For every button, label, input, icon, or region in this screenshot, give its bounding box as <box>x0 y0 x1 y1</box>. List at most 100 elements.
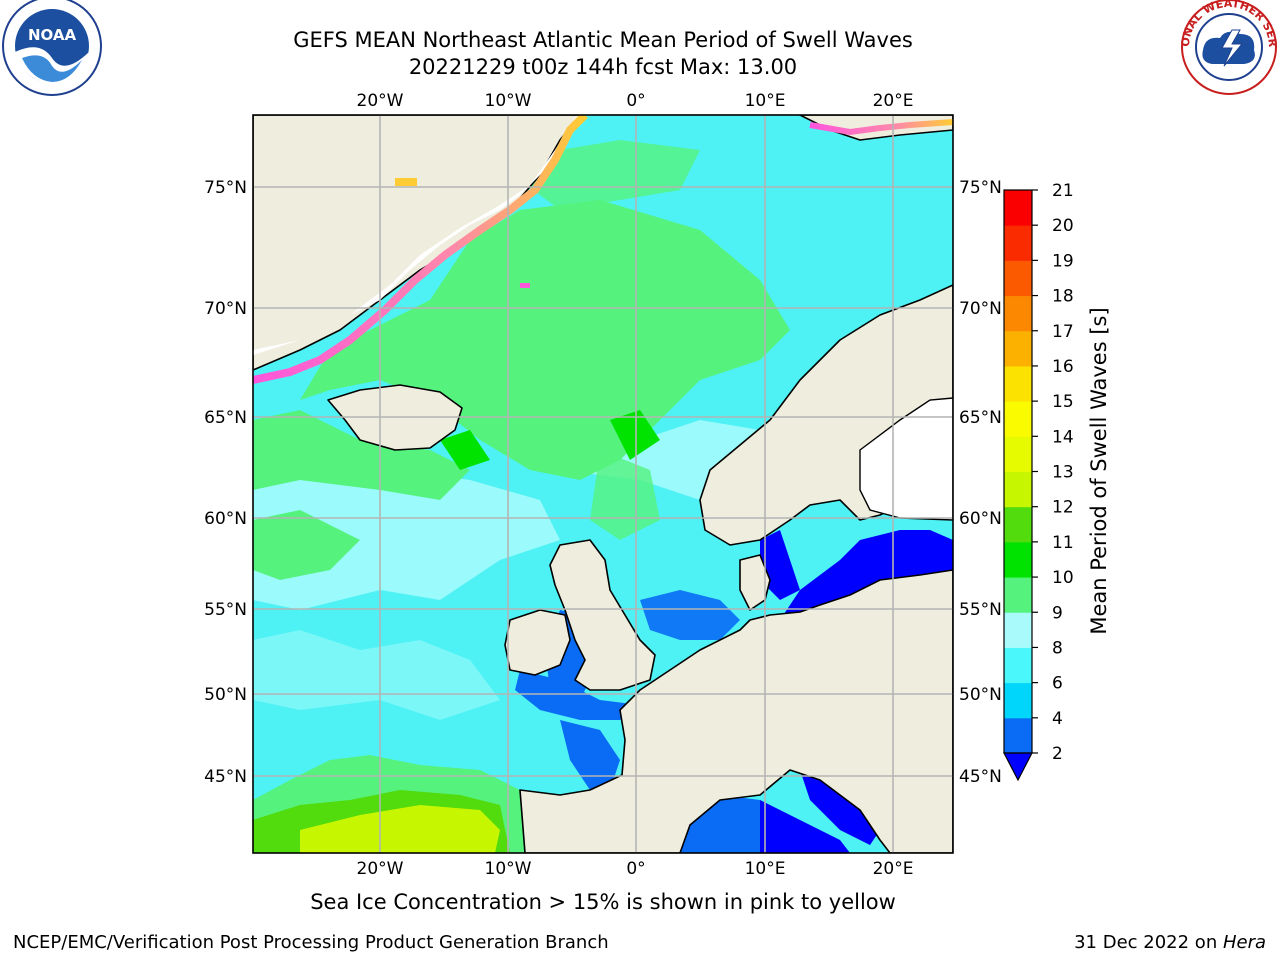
lon-label-bottom: 10°W <box>485 859 532 879</box>
nws-logo: NATIONAL WEATHER SERVICE <box>0 0 1279 95</box>
chart-title: GEFS MEAN Northeast Atlantic Mean Period… <box>293 28 913 52</box>
lat-label-left: 60°N <box>204 509 247 529</box>
noaa-logo-text: NOAA <box>28 26 77 44</box>
colorbar-tick-label: 18 <box>1052 287 1074 307</box>
colorbar-tick-label: 19 <box>1052 251 1074 271</box>
colorbar-segment <box>1004 225 1032 261</box>
lat-label-right: 60°N <box>959 509 1002 529</box>
lat-label-left: 65°N <box>204 408 247 428</box>
colorbar-tick-label: 6 <box>1052 674 1063 694</box>
colorbar-segment <box>1004 717 1032 754</box>
lat-label-left: 50°N <box>204 685 247 705</box>
nws-logo-ring-text: NATIONAL WEATHER SERVICE <box>0 0 1279 48</box>
sea-ice-caption: Sea Ice Concentration > 15% is shown in … <box>310 890 896 914</box>
lat-label-left: 45°N <box>204 767 247 787</box>
lat-label-right: 55°N <box>959 600 1002 620</box>
lat-label-right: 50°N <box>959 685 1002 705</box>
lon-label-bottom: 10°E <box>745 859 786 879</box>
colorbar-segment <box>1004 190 1032 226</box>
lon-labels-bottom: 20°W 10°W 0° 10°E 20°E <box>357 859 914 879</box>
sea-ice-edge <box>253 115 588 384</box>
lat-label-left: 55°N <box>204 600 247 620</box>
swell-band-2-4-biscay <box>560 720 620 790</box>
footer-host: Hera <box>1222 932 1266 953</box>
lon-label-bottom: 0° <box>626 859 645 879</box>
colorbar-tick-label: 2 <box>1052 744 1063 764</box>
colorbar-segment <box>1004 577 1032 613</box>
svg-text:NATIONAL WEATHER SERVICE: NATIONAL WEATHER SERVICE <box>0 0 1279 48</box>
land-masses <box>253 115 953 853</box>
swell-band-10-11 <box>440 430 490 470</box>
lat-labels-right: 75°N 70°N 65°N 60°N 55°N 50°N 45°N <box>959 178 1002 787</box>
lon-label-bottom: 20°W <box>357 859 404 879</box>
colorbar-segment <box>1004 647 1032 684</box>
lat-label-right: 70°N <box>959 299 1002 319</box>
colorbar-segment <box>1004 295 1032 332</box>
colorbar-extend-arrow <box>1003 752 1033 782</box>
colorbar-tick-label: 4 <box>1052 709 1063 729</box>
colorbar-segment <box>1004 541 1032 578</box>
colorbar-segment <box>1004 330 1032 367</box>
map-frame <box>252 114 954 854</box>
swell-band-8-9 <box>253 460 560 610</box>
colorbar-tick-label: 21 <box>1052 181 1074 201</box>
swell-band-8-9-c <box>253 630 500 720</box>
lon-labels-top: 20°W 10°W 0° 10°E 20°E <box>357 91 914 111</box>
lon-label-top: 20°W <box>357 91 404 111</box>
lon-label-top: 0° <box>626 91 645 111</box>
colorbar-segment <box>1004 260 1032 297</box>
sea-ice-edge-svalbard <box>809 119 953 136</box>
colorbar-segment <box>1004 365 1032 402</box>
swell-band-9-10-c <box>253 510 360 580</box>
colorbar-tick-label: 12 <box>1052 498 1074 518</box>
continental-europe <box>519 569 953 853</box>
swell-band-lt2-adriatic <box>800 770 880 845</box>
colorbar-segment <box>1004 401 1032 437</box>
sea-ice-patch <box>395 178 417 186</box>
lat-label-right: 75°N <box>959 178 1002 198</box>
colorbar-tick-label: 8 <box>1052 638 1063 658</box>
swell-band-2-4-northsea <box>640 590 740 640</box>
colorbar-tick-label: 15 <box>1052 392 1074 412</box>
colorbar-tick-label: 20 <box>1052 216 1074 236</box>
swell-band-9-10 <box>300 200 790 480</box>
colorbar-segment <box>1004 471 1032 508</box>
colorbar-segment <box>1004 612 1032 648</box>
colorbar-segment <box>1004 506 1032 543</box>
lat-label-right: 45°N <box>959 767 1002 787</box>
colorbar-tick-label: 10 <box>1052 568 1074 588</box>
footer-date-text: 31 Dec 2022 on <box>1074 932 1223 953</box>
map-area <box>253 115 953 853</box>
graticule <box>253 115 953 853</box>
gulf-of-bothnia <box>859 397 953 521</box>
lon-label-top: 20°E <box>873 91 914 111</box>
colorbar-tick-label: 11 <box>1052 533 1074 553</box>
lat-label-left: 70°N <box>204 299 247 319</box>
colorbar-tick-label: 17 <box>1052 322 1074 342</box>
swell-band-9-10-d <box>520 140 700 210</box>
colorbar-segment <box>1004 436 1032 472</box>
ireland <box>504 609 571 676</box>
noaa-logo: NOAA <box>2 0 102 96</box>
colorbar: 2 4 6 8 9 10 11 12 13 14 15 16 17 18 19 20 21 <box>1003 181 1074 782</box>
great-britain <box>549 539 656 691</box>
lon-label-top: 10°E <box>745 91 786 111</box>
lat-label-right: 65°N <box>959 408 1002 428</box>
footer-date: 31 Dec 2022 on Hera <box>1074 932 1266 953</box>
footer-credit: NCEP/EMC/Verification Post Processing Pr… <box>13 932 609 953</box>
swell-band-sw-12-13 <box>300 805 500 853</box>
colorbar-tick-label: 9 <box>1052 603 1063 623</box>
sea-ice-patch-b <box>520 283 530 288</box>
colorbar-segment <box>1004 682 1032 719</box>
lon-label-top: 10°W <box>485 91 532 111</box>
swell-band-lt2-tyrrhenian <box>760 800 850 853</box>
chart-subtitle: 20221229 t00z 144h fcst Max: 13.00 <box>408 55 798 79</box>
swell-band-2-4-channel <box>515 670 640 720</box>
colorbar-tick-label: 14 <box>1052 427 1074 447</box>
swell-band-9-10-b <box>253 410 470 500</box>
lon-label-bottom: 20°E <box>873 859 914 879</box>
lat-label-left: 75°N <box>204 178 247 198</box>
swell-band-10-11-b <box>610 410 660 460</box>
colorbar-tick-label: 16 <box>1052 357 1074 377</box>
